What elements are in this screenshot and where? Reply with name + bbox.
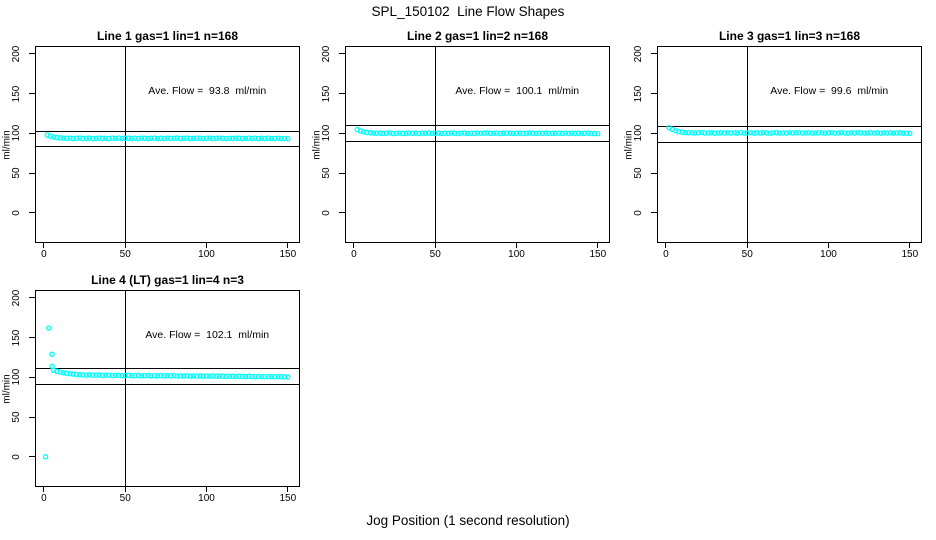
panel-title: Line 3 gas=1 lin=3 n=168 [718,29,861,43]
plot-area [657,46,922,243]
x-tick-label: 150 [279,493,297,504]
y-tick-mark [29,456,35,458]
x-tick-mark [287,243,289,248]
x-tick-mark [665,243,667,248]
y-tick-label: 150 [11,85,22,102]
x-tick-label: 0 [41,493,47,504]
y-tick-mark [339,53,345,55]
y-tick-mark [29,376,35,378]
y-tick-mark [29,53,35,55]
y-tick-mark [651,93,657,95]
x-tick-mark [746,243,748,248]
y-tick-mark [651,212,657,214]
x-tick-mark [206,487,208,492]
x-axis-label: Jog Position (1 second resolution) [366,513,570,528]
y-tick-label: 0 [11,454,22,460]
x-tick-label: 0 [351,249,357,260]
plot-area [35,46,300,243]
data-points [354,126,601,137]
panel-line-2: Line 2 gas=1 lin=2 n=168 ml/min Ave. Flo… [312,29,610,260]
x-tick-label: 150 [279,249,297,260]
y-tick-label: 150 [633,85,644,102]
ave-flow-annotation: Ave. Flow = 93.8 ml/min [148,85,267,98]
x-tick-mark [287,487,289,492]
y-tick-label: 150 [321,85,332,102]
y-tick-label: 100 [633,125,644,142]
x-tick-label: 50 [119,249,131,260]
y-tick-mark [339,172,345,174]
y-tick-label: 50 [11,411,22,423]
y-tick-mark [29,172,35,174]
y-tick-mark [339,93,345,95]
x-tick-label: 100 [820,249,837,260]
y-tick-mark [651,132,657,134]
x-tick-label: 50 [741,249,753,260]
x-tick-mark [434,243,436,248]
y-tick-label: 100 [11,369,22,386]
x-tick-label: 0 [41,249,47,260]
x-tick-mark [828,243,830,248]
y-tick-label: 200 [11,289,22,307]
plot-frame [35,290,300,487]
plot-frame [345,46,610,243]
y-tick-mark [29,337,35,339]
plot-area [35,290,300,487]
x-tick-label: 100 [508,249,525,260]
y-tick-label: 0 [633,210,644,216]
x-tick-mark [597,243,599,248]
plot-area [345,46,610,243]
y-tick-label: 150 [11,329,22,346]
y-tick-mark [29,416,35,418]
data-points [44,132,291,142]
y-tick-label: 200 [633,45,644,63]
x-tick-mark [43,243,45,248]
y-tick-mark [29,93,35,95]
y-tick-mark [339,212,345,214]
panel-title: Line 2 gas=1 lin=2 n=168 [406,29,549,43]
panel-title: Line 4 (LT) gas=1 lin=4 n=3 [91,273,244,287]
y-tick-label: 0 [321,210,332,216]
panel-line-4: Line 4 (LT) gas=1 lin=4 n=3 ml/min Ave. … [2,273,300,504]
x-tick-mark [909,243,911,248]
panel-title: Line 1 gas=1 lin=1 n=168 [96,29,239,43]
x-tick-label: 150 [901,249,919,260]
y-tick-label: 50 [11,167,22,179]
x-tick-label: 50 [119,493,131,504]
y-tick-mark [339,132,345,134]
main-title: SPL_150102 Line Flow Shapes [371,4,565,19]
ave-flow-annotation: Ave. Flow = 102.1 ml/min [145,329,270,342]
x-tick-mark [353,243,355,248]
ave-flow-annotation: Ave. Flow = 100.1 ml/min [455,85,580,98]
y-tick-label: 0 [11,210,22,216]
x-tick-label: 100 [198,249,215,260]
panel-line-1: Line 1 gas=1 lin=1 n=168 ml/min Ave. Flo… [2,29,300,260]
y-tick-mark [29,132,35,134]
x-tick-mark [124,487,126,492]
y-tick-mark [29,297,35,299]
x-tick-mark [206,243,208,248]
x-tick-mark [43,487,45,492]
plot-frame [657,46,922,243]
y-tick-mark [651,53,657,55]
y-tick-label: 100 [321,125,332,142]
x-tick-label: 100 [198,493,215,504]
y-tick-mark [29,212,35,214]
ave-flow-annotation: Ave. Flow = 99.6 ml/min [770,85,889,98]
y-tick-label: 50 [321,167,332,179]
panel-line-3: Line 3 gas=1 lin=3 n=168 ml/min Ave. Flo… [624,29,922,260]
x-tick-label: 150 [589,249,607,260]
y-tick-mark [651,172,657,174]
x-tick-mark [124,243,126,248]
x-tick-mark [516,243,518,248]
data-points [666,124,913,137]
x-tick-label: 0 [663,249,669,260]
data-points [42,325,291,460]
y-tick-label: 100 [11,125,22,142]
y-tick-label: 200 [321,45,332,63]
y-tick-label: 50 [633,167,644,179]
x-tick-label: 50 [429,249,441,260]
y-tick-label: 200 [11,45,22,63]
plot-frame [35,46,300,243]
